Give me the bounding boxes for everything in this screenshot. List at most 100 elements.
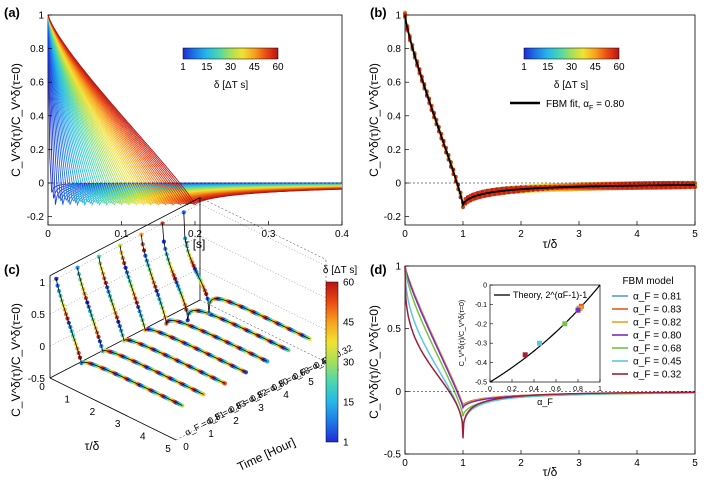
panel-d-inset-ylabel: C_V^δ(τ)/C_V^δ(τ=0) [459,300,466,366]
panel-d-yticks: -0.5 0 0.5 1 [384,262,409,461]
panel-c-depth-tick-label: 2 [233,416,239,427]
panel-b-data-point [516,189,521,194]
panel-a-series-line [47,14,342,201]
y-tick-label: 0.5 [387,324,401,335]
panel-d-inset-x-tick-label: 1 [598,386,602,393]
panel-b-data-point [664,186,668,190]
panel-d-inset-frame [489,284,601,383]
y-tick-label: 0.8 [30,44,44,55]
panel-b-xlabel: τ/δ [543,237,558,251]
panel-d-legend-label: α_F = 0.80 [633,331,682,342]
panel-c-x-tick-label: 3 [115,419,121,430]
panel-b-data-point [495,187,499,191]
panel-b-data-point [693,185,697,189]
panel-b-xticks: 0 1 2 3 4 5 [402,221,698,240]
panel-b-data-point [681,180,685,185]
y-tick-label: 0 [38,179,44,190]
panel-a-colorbar-gradient [182,47,279,60]
panel-b-data-point [509,186,514,190]
panel-c-x-tick-label: 4 [140,432,146,443]
panel-d-inset-y-tick-label: -0.4 [475,360,487,367]
panel-a-colorbar-ticks: 1 15 30 45 60 [180,62,284,73]
panel-c-box-edge [49,235,201,315]
y-tick-label: 0.2 [30,145,44,156]
panel-c-fit-line [119,245,247,373]
y-tick-label: 0.4 [30,111,44,122]
panel-b-label: (b) [370,5,387,20]
panel-a-series-line [47,14,343,206]
x-tick-label: 0 [402,229,408,240]
panel-c-colorbar-tick-label: 15 [343,398,355,409]
panel-d-xticks: 0 1 2 3 4 5 [402,450,698,469]
panel-b-data-point [625,185,630,190]
panel-b-data-point [642,181,647,185]
panel-c-data-point [139,232,144,237]
panel-b-data-point [519,185,523,189]
panel-b-data-point [470,192,475,197]
panel-b-legend: FBM fit, αF = 0.80 [510,99,625,112]
x-tick-label: 0.3 [262,229,276,240]
panel-c-x-tick-label: 5 [165,444,171,455]
y-tick-label: -0.5 [384,450,402,461]
panel-d-legend-items: α_F = 0.81 α_F = 0.83 α_F = 0.82 α_F = 0.80… [612,292,682,381]
panel-c-box-edge [199,299,327,363]
panel-b-data-point [683,185,688,190]
colorbar-tick-label: 30 [225,62,237,73]
panel-d-inset-x-tick-label: 0 [488,386,492,393]
panel-c-depth-label: Time [Hour] [235,435,297,474]
panel-b-data-point [485,188,490,193]
panel-b-data-point [514,185,518,190]
panel-c-colorbar-tick-label: 45 [343,318,355,329]
panel-c-x-tick-label: 1 [64,394,70,405]
panel-c-fit-line [77,267,204,395]
panel-d-legend-label: α_F = 0.68 [633,344,682,355]
panel-b-data-point [504,186,509,190]
panel-b-data-point [524,185,528,189]
panel-d-legend-label: α_F = 0.82 [633,318,682,329]
panel-b-data-point [630,186,634,190]
panel-d-series-line [404,265,695,439]
panel-a-yticks: -0.2 0 0.2 0.4 0.6 0.8 1 [27,11,52,223]
panel-c-colorbar-title: δ [ΔT s] [323,265,358,276]
panel-c-ylabel: C_V^δ(τ)/C_V^δ(τ=0) [9,303,23,417]
panel-b-data-point [661,180,666,185]
x-tick-label: 0 [45,229,51,240]
panel-d-curves [404,265,695,439]
x-tick-label: 3 [576,458,582,469]
panel-b-data-point [678,185,683,190]
y-tick-label: 0 [395,387,401,398]
panel-c-colorbar-tick-label: 30 [343,358,355,369]
x-tick-label: 4 [634,229,640,240]
colorbar-tick-label: 1 [180,62,186,73]
panel-c-box-edge [199,235,327,299]
panel-b-data-point [483,194,487,198]
panel-d-inset-legend: Theory, 2^(αF-1)-1 [513,290,587,300]
colorbar-tick-label: 15 [542,62,554,73]
panel-b-data-point [521,189,526,193]
panel-c-data-point [181,210,186,215]
panel-c-fit-line [55,278,183,406]
panel-b-data-point [490,188,494,192]
colorbar-tick-label: 1 [521,62,527,73]
x-tick-label: 5 [692,229,698,240]
panel-d-label: (d) [370,262,387,277]
panel-a-curves [47,14,343,207]
panel-c-z-tick-label: 0 [39,342,45,353]
panel-d-inset-point [562,321,568,327]
panel-d-inset-point [575,307,581,313]
panel-b-fbm-fit-line [404,14,695,208]
panel-c-depth-tick-label: 5 [308,377,314,388]
panel-c-alpha-label: α_F = 0.81 [183,409,226,438]
panel-d-legend-label: α_F = 0.45 [633,357,682,368]
y-tick-label: 0.4 [387,111,401,122]
colorbar-tick-label: 60 [272,62,284,73]
panel-c-box-edge [49,377,177,441]
x-tick-label: 2 [518,229,524,240]
y-tick-label: 0.8 [387,44,401,55]
panel-b-data-point [502,191,506,195]
panel-b-data-point [468,198,473,203]
panel-b-data-point [690,180,695,185]
x-tick-label: 1 [460,458,466,469]
x-tick-label: 3 [576,229,582,240]
